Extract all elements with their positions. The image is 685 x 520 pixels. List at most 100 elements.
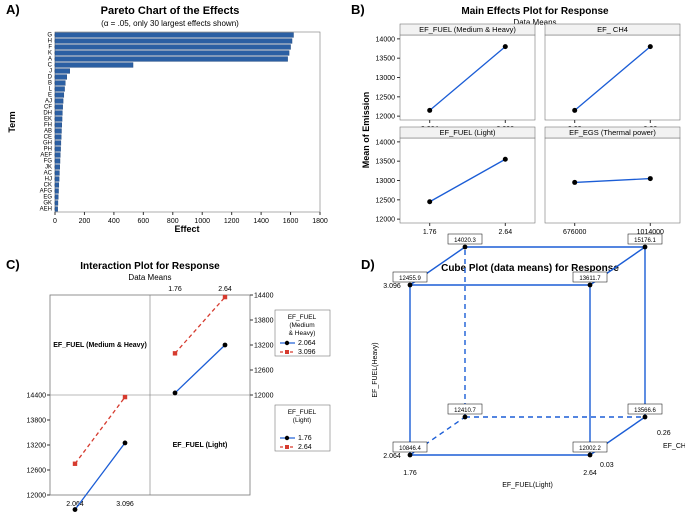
pareto-bar	[55, 165, 60, 170]
c-ll-ytick: 12000	[27, 493, 47, 500]
c-ll: 12000 12600 13200 13800 14400	[27, 393, 128, 512]
a-xtick: 600	[137, 218, 149, 225]
pareto-bar	[55, 75, 67, 80]
a-term: AEH	[40, 207, 52, 213]
b-ylab: Mean of Emission	[361, 92, 371, 169]
pareto-bar	[55, 105, 63, 110]
d-axis-y: EF_FUEL(Heavy)	[372, 342, 379, 397]
cube-value: 12410.7	[454, 408, 476, 414]
c-ll-ytick: 13800	[27, 418, 47, 425]
pareto-bar	[55, 39, 292, 44]
pareto-bar	[55, 177, 59, 182]
c-diag2: EF_FUEL (Light)	[173, 442, 228, 449]
c-ur-ytick: 12600	[254, 368, 274, 375]
b-ytick: 14000	[376, 36, 396, 43]
pareto-bar	[55, 129, 61, 134]
b-letter: B)	[351, 2, 365, 17]
pareto-bar	[55, 63, 133, 68]
pareto-bar	[55, 159, 60, 164]
b-subplot: EF_FUEL (Light) 12000 12500 13000 13500 14000…	[376, 127, 535, 236]
svg-text:2.64: 2.64	[298, 444, 312, 451]
svg-text:2.064: 2.064	[298, 340, 316, 347]
a-xlab: Effect	[174, 224, 199, 234]
b-subplot: EF_ CH40.030.26	[545, 24, 680, 133]
cube-value: 14020.3	[454, 238, 476, 244]
pareto-bar	[55, 111, 62, 116]
c-legend: EF_FUEL(Light) 1.76 2.64	[275, 405, 330, 451]
a-xtick: 400	[108, 218, 120, 225]
c-legend: EF_FUEL(Medium& Heavy)2.0643.096	[275, 310, 330, 356]
cube-value: 12002.2	[579, 446, 601, 452]
pareto-bar	[55, 201, 58, 206]
pareto-bar	[55, 81, 65, 86]
b-title: Main Effects Plot for Response	[461, 6, 609, 17]
b-panel-title: EF_FUEL (Light)	[440, 128, 496, 137]
a-title: Pareto Chart of the Effects	[101, 5, 240, 17]
c-ur-ytick: 13800	[254, 318, 274, 325]
b-ytick: 12500	[376, 197, 396, 204]
svg-text:2.064: 2.064	[383, 453, 401, 460]
a-xtick: 1800	[312, 218, 328, 225]
pareto-bar	[55, 117, 62, 122]
c-diag1: EF_FUEL (Medium & Heavy)	[53, 342, 147, 349]
svg-text:(Light): (Light)	[293, 417, 311, 424]
d-axis-z: EF_CH4	[663, 443, 685, 450]
svg-text:2.64: 2.64	[583, 470, 597, 477]
pareto-bar	[55, 93, 64, 98]
c-toptick: 2.64	[218, 286, 232, 293]
c-letter: C)	[6, 257, 20, 272]
pareto-bar	[55, 99, 63, 104]
pareto-bar	[55, 51, 289, 56]
pareto-bar	[55, 45, 291, 50]
cube-value: 13566.6	[634, 408, 656, 414]
pareto-bar	[55, 195, 58, 200]
d-letter: D)	[361, 257, 375, 272]
svg-text:1.76: 1.76	[298, 435, 312, 442]
svg-text:EF_FUEL: EF_FUEL	[288, 314, 317, 321]
b-ytick: 13000	[376, 75, 396, 82]
pareto-bar	[55, 171, 59, 176]
a-xtick: 1400	[253, 218, 269, 225]
c-ur: 1200012600132001380014400	[173, 293, 274, 400]
b-panel-title: EF_ CH4	[597, 25, 628, 34]
pareto-bar	[55, 87, 65, 92]
b-subplot: EF_EGS (Thermal power)6760001014000	[545, 127, 680, 236]
b-ytick: 13000	[376, 178, 396, 185]
a-xtick: 0	[53, 218, 57, 225]
c-toptick: 1.76	[168, 286, 182, 293]
cube-value: 13611.7	[579, 276, 601, 282]
svg-text:0.26: 0.26	[657, 430, 671, 437]
b-xtick: 2.64	[498, 229, 512, 236]
b-xtick: 676000	[563, 229, 586, 236]
c-title: Interaction Plot for Response	[80, 261, 220, 272]
c-ur-ytick: 13200	[254, 343, 274, 350]
pareto-bar	[55, 183, 59, 188]
svg-text:(Medium: (Medium	[289, 322, 314, 329]
pareto-bar	[55, 141, 61, 146]
a-xtick: 200	[79, 218, 91, 225]
c-ll-ytick: 14400	[27, 393, 47, 400]
b-ytick: 12000	[376, 217, 396, 224]
c-ll-ytick: 13200	[27, 443, 47, 450]
b-ytick: 14000	[376, 139, 396, 146]
pareto-bar	[55, 207, 58, 212]
svg-text:EF_FUEL: EF_FUEL	[288, 409, 317, 416]
c-bottick: 3.096	[116, 501, 134, 508]
figure: A) Pareto Chart of the Effects (α = .05,…	[0, 0, 685, 520]
a-letter: A)	[6, 2, 20, 17]
cube-value: 10846.4	[399, 446, 421, 452]
c-ll-ytick: 12600	[27, 468, 47, 475]
b-ytick: 12500	[376, 94, 396, 101]
pareto-bar	[55, 147, 61, 152]
c-ur-ytick: 14400	[254, 293, 274, 300]
pareto-bar	[55, 33, 294, 38]
pareto-bar	[55, 69, 70, 74]
pareto-bar	[55, 189, 59, 194]
b-ytick: 13500	[376, 159, 396, 166]
cube-value: 12455.9	[399, 276, 421, 282]
b-ytick: 12000	[376, 114, 396, 121]
b-panel-title: EF_EGS (Thermal power)	[569, 128, 656, 137]
pareto-bar	[55, 153, 60, 158]
pareto-bar	[55, 57, 288, 62]
a-xtick: 1200	[224, 218, 240, 225]
